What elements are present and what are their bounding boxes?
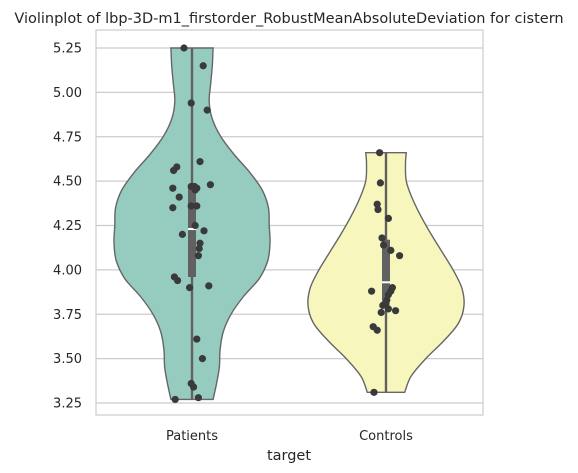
y-tick-label: 4.00	[53, 263, 82, 278]
y-tick-label: 3.50	[53, 352, 82, 367]
data-point	[194, 394, 202, 402]
data-point	[171, 395, 179, 404]
data-point	[178, 230, 186, 238]
y-tick-label: 5.25	[53, 42, 82, 57]
data-point	[194, 252, 202, 260]
data-point	[205, 282, 213, 290]
data-point	[187, 202, 195, 210]
data-point	[379, 301, 387, 309]
box-overlays	[188, 48, 390, 400]
data-point	[384, 305, 392, 313]
data-point	[384, 214, 392, 222]
y-tick-label: 4.50	[53, 175, 82, 190]
data-point	[198, 355, 206, 363]
data-point	[193, 335, 201, 343]
y-tick-labels: 3.25 3.50 3.75 4.00 4.25 4.50 4.75 5.00 5.25	[53, 42, 82, 412]
data-point	[200, 227, 208, 235]
data-point	[195, 244, 203, 253]
y-tick-label: 3.75	[53, 308, 82, 323]
data-point	[169, 204, 177, 212]
data-point	[387, 246, 395, 254]
data-point	[191, 221, 199, 230]
x-tick-labels: Patients Controls	[166, 429, 413, 444]
data-point	[196, 158, 204, 166]
x-tick-label: Patients	[166, 429, 218, 444]
data-point	[370, 388, 378, 396]
data-point	[193, 202, 201, 210]
iqr-box	[188, 186, 196, 277]
data-point	[378, 234, 386, 242]
data-point	[392, 307, 400, 315]
y-tick-label: 3.25	[53, 397, 82, 412]
data-point	[196, 239, 204, 247]
chart-title: Violinplot of lbp-3D-m1_firstorder_Robus…	[14, 11, 563, 27]
data-point	[374, 205, 382, 214]
x-axis-label: target	[267, 448, 311, 464]
y-tick-label: 4.25	[53, 219, 82, 234]
data-point	[199, 62, 207, 70]
data-point	[377, 308, 385, 317]
data-point	[380, 241, 388, 249]
data-point	[203, 106, 211, 114]
data-points	[169, 44, 404, 404]
data-point	[191, 186, 199, 194]
data-point	[190, 383, 198, 391]
data-point	[396, 252, 404, 260]
data-point	[180, 44, 188, 52]
y-tick-label: 4.75	[53, 130, 82, 145]
data-point	[174, 276, 182, 285]
data-point	[187, 99, 195, 107]
data-point	[373, 326, 381, 334]
data-point	[170, 166, 178, 175]
data-point	[376, 179, 384, 187]
data-point	[373, 200, 381, 208]
grid-lines	[96, 47, 483, 404]
data-point	[368, 287, 376, 295]
data-point	[206, 181, 214, 189]
iqr-box	[382, 239, 390, 302]
data-point	[186, 284, 194, 292]
y-tick-label: 5.00	[53, 86, 82, 101]
x-tick-label: Controls	[359, 429, 413, 444]
data-point	[376, 149, 384, 157]
data-point	[169, 184, 177, 192]
data-point	[175, 193, 183, 201]
